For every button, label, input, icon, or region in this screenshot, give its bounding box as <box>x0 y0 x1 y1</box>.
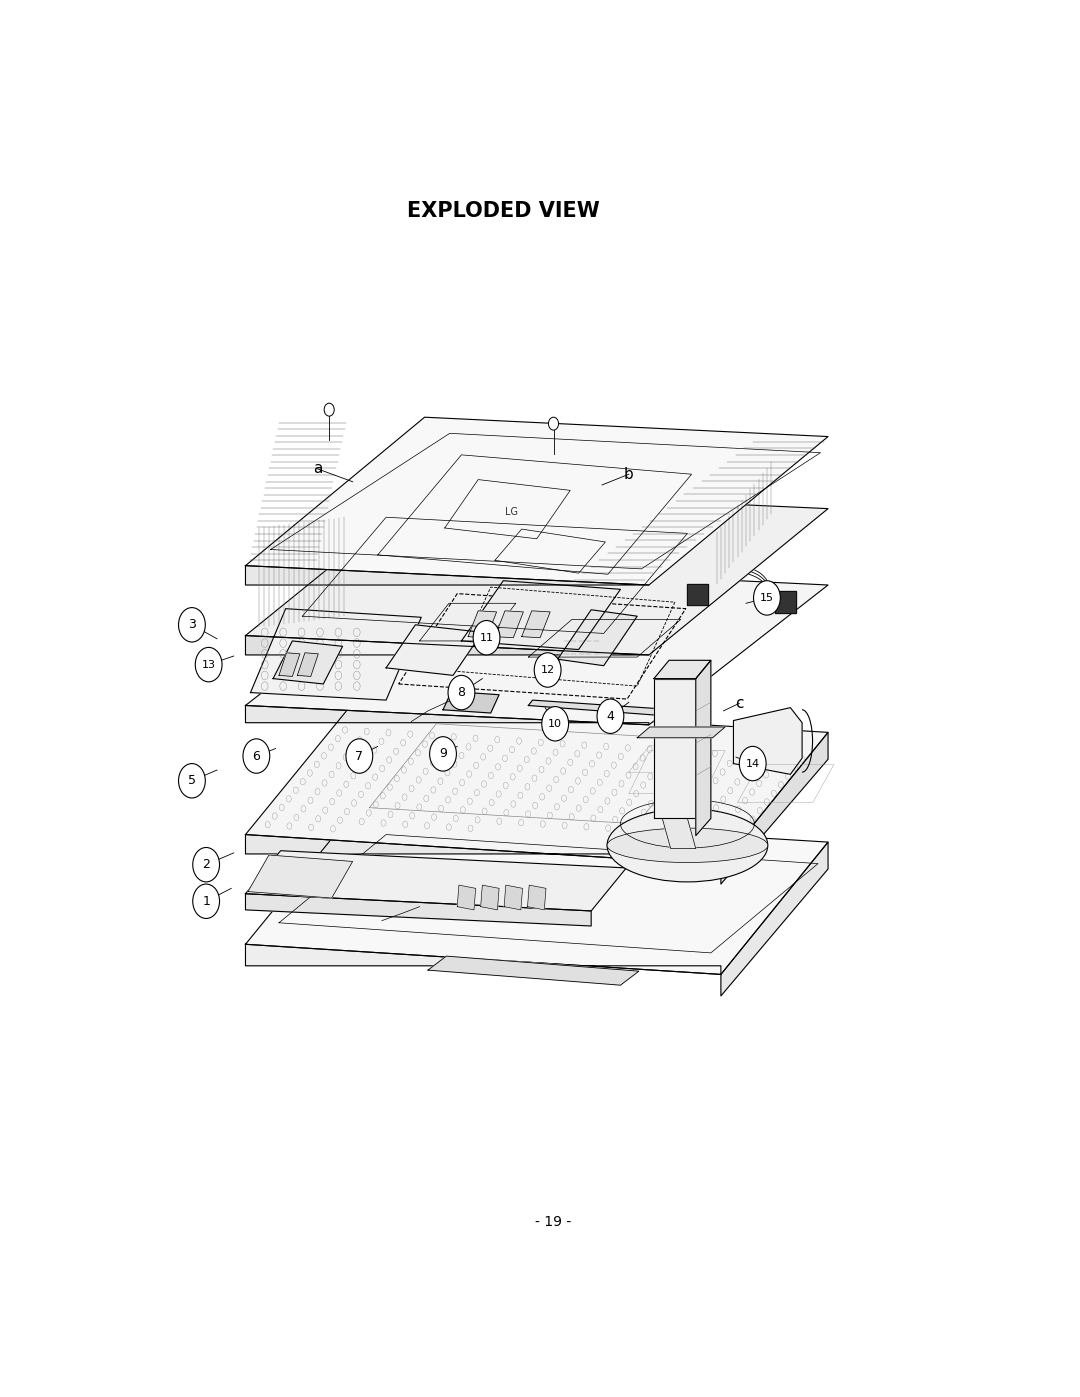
Polygon shape <box>428 956 639 985</box>
Polygon shape <box>495 610 524 637</box>
Polygon shape <box>245 813 828 975</box>
Polygon shape <box>245 636 649 655</box>
Text: c: c <box>735 696 743 711</box>
Polygon shape <box>481 886 499 909</box>
Polygon shape <box>297 652 319 676</box>
Polygon shape <box>461 581 620 650</box>
Polygon shape <box>637 726 725 738</box>
Circle shape <box>324 404 334 416</box>
Text: 11: 11 <box>480 633 494 643</box>
Text: 3: 3 <box>188 619 195 631</box>
Polygon shape <box>688 584 708 605</box>
Polygon shape <box>279 652 300 676</box>
Polygon shape <box>696 661 711 835</box>
Circle shape <box>430 736 457 771</box>
Text: - 19 -: - 19 - <box>536 1215 571 1229</box>
Text: a: a <box>313 461 322 476</box>
Text: 2: 2 <box>202 858 211 872</box>
Polygon shape <box>245 944 721 975</box>
Circle shape <box>178 764 205 798</box>
Polygon shape <box>387 624 483 675</box>
Polygon shape <box>504 886 523 909</box>
Polygon shape <box>528 700 675 717</box>
Circle shape <box>192 848 219 882</box>
Polygon shape <box>245 834 721 865</box>
Circle shape <box>740 746 766 781</box>
Text: LG: LG <box>505 507 518 517</box>
Circle shape <box>346 739 373 774</box>
Text: 1: 1 <box>202 894 211 908</box>
Text: 5: 5 <box>188 774 195 788</box>
Text: 13: 13 <box>202 659 216 669</box>
Polygon shape <box>721 842 828 996</box>
Text: EXPLODED VIEW: EXPLODED VIEW <box>407 201 599 221</box>
Polygon shape <box>653 661 711 679</box>
Circle shape <box>754 581 781 615</box>
Circle shape <box>178 608 205 643</box>
Polygon shape <box>273 641 342 685</box>
Polygon shape <box>245 490 828 655</box>
Polygon shape <box>245 894 591 926</box>
Polygon shape <box>653 679 696 819</box>
Polygon shape <box>251 609 421 700</box>
Polygon shape <box>733 708 802 774</box>
Circle shape <box>192 884 219 918</box>
Polygon shape <box>468 610 497 637</box>
Polygon shape <box>248 855 352 898</box>
Circle shape <box>473 620 500 655</box>
Polygon shape <box>721 732 828 884</box>
Text: 15: 15 <box>760 592 774 604</box>
Polygon shape <box>245 705 649 725</box>
Text: 12: 12 <box>541 665 555 675</box>
Polygon shape <box>245 566 828 725</box>
Polygon shape <box>245 703 828 865</box>
Text: 9: 9 <box>440 747 447 760</box>
Polygon shape <box>527 886 546 909</box>
Polygon shape <box>443 692 499 712</box>
Polygon shape <box>557 609 637 666</box>
Ellipse shape <box>607 809 768 882</box>
Circle shape <box>549 418 558 430</box>
Polygon shape <box>457 886 475 909</box>
Polygon shape <box>245 566 649 585</box>
Polygon shape <box>522 610 550 637</box>
Polygon shape <box>245 851 626 911</box>
Text: 7: 7 <box>355 750 363 763</box>
Polygon shape <box>662 819 696 848</box>
Text: 6: 6 <box>253 750 260 763</box>
Circle shape <box>542 707 568 740</box>
Circle shape <box>243 739 270 774</box>
Polygon shape <box>245 418 828 585</box>
Text: 8: 8 <box>458 686 465 698</box>
Polygon shape <box>775 591 796 613</box>
Text: 4: 4 <box>607 710 615 722</box>
Ellipse shape <box>607 828 768 862</box>
Circle shape <box>535 652 561 687</box>
Text: 10: 10 <box>549 719 563 729</box>
Circle shape <box>195 647 222 682</box>
Circle shape <box>597 698 624 733</box>
Text: b: b <box>624 467 634 482</box>
Text: 14: 14 <box>745 759 759 768</box>
Circle shape <box>448 675 475 710</box>
